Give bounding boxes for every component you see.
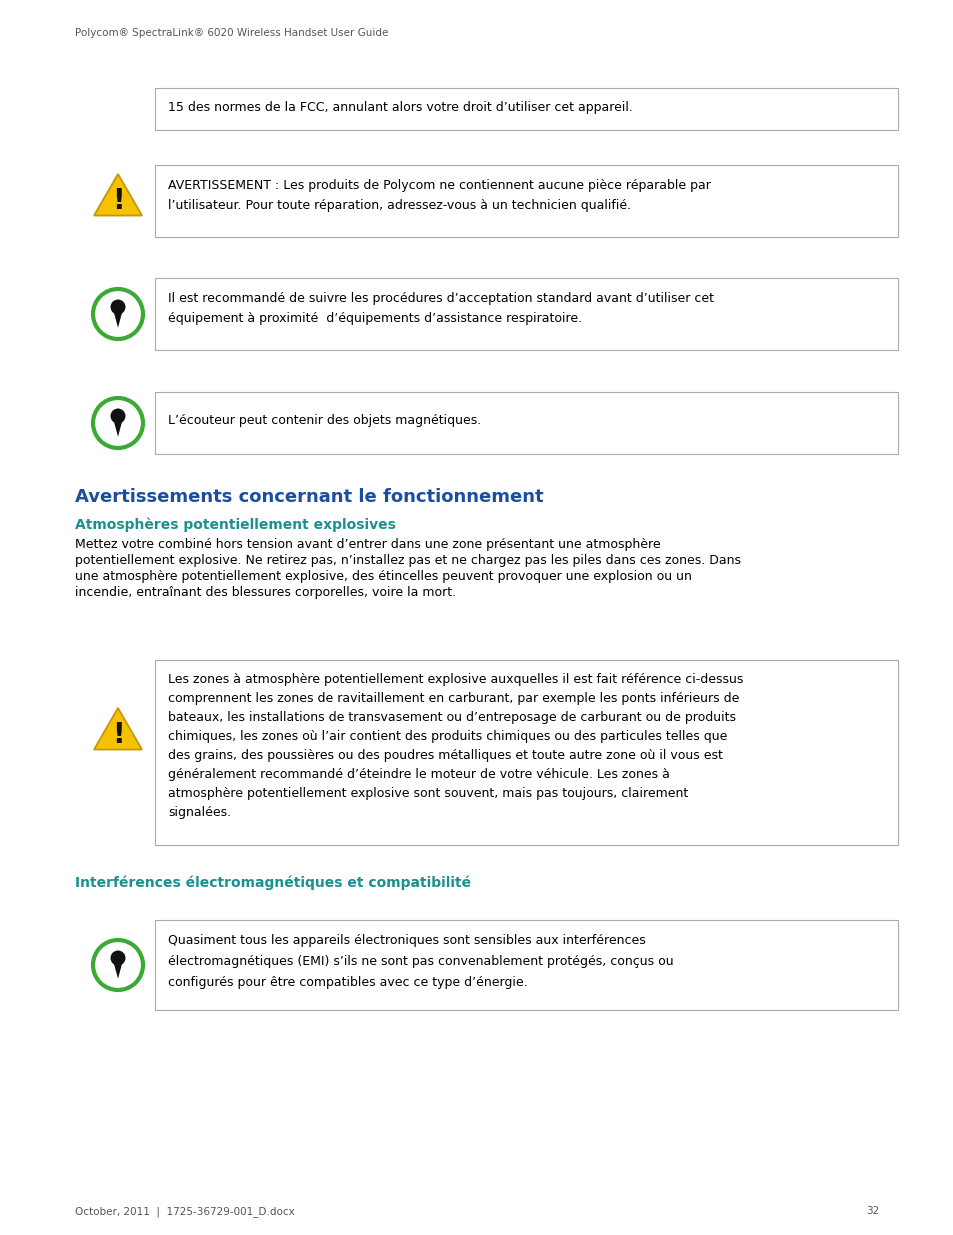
Text: Atmosphères potentiellement explosives: Atmosphères potentiellement explosives [75, 517, 395, 532]
Text: Il est recommandé de suivre les procédures d’acceptation standard avant d’utilis: Il est recommandé de suivre les procédur… [168, 291, 713, 305]
Text: électromagnétiques (EMI) s’ils ne sont pas convenablement protégés, conçus ou: électromagnétiques (EMI) s’ils ne sont p… [168, 955, 673, 968]
Circle shape [92, 398, 143, 448]
Text: équipement à proximité  d’équipements d’assistance respiratoire.: équipement à proximité d’équipements d’a… [168, 312, 581, 325]
Text: Quasiment tous les appareils électroniques sont sensibles aux interférences: Quasiment tous les appareils électroniqu… [168, 934, 645, 947]
Text: Mettez votre combiné hors tension avant d’entrer dans une zone présentant une at: Mettez votre combiné hors tension avant … [75, 538, 659, 551]
Text: !: ! [112, 188, 124, 215]
Circle shape [92, 289, 143, 338]
FancyBboxPatch shape [154, 278, 897, 350]
Text: bateaux, les installations de transvasement ou d’entreposage de carburant ou de : bateaux, les installations de transvasem… [168, 711, 735, 724]
Circle shape [111, 951, 126, 966]
Text: configurés pour être compatibles avec ce type d’énergie.: configurés pour être compatibles avec ce… [168, 976, 527, 989]
Polygon shape [113, 311, 122, 327]
Text: généralement recommandé d’éteindre le moteur de votre véhicule. Les zones à: généralement recommandé d’éteindre le mo… [168, 768, 669, 781]
Polygon shape [94, 174, 142, 216]
Text: une atmosphère potentiellement explosive, des étincelles peuvent provoquer une e: une atmosphère potentiellement explosive… [75, 571, 691, 583]
Text: 32: 32 [864, 1207, 878, 1216]
Text: comprennent les zones de ravitaillement en carburant, par exemple les ponts infé: comprennent les zones de ravitaillement … [168, 692, 739, 705]
Text: Les zones à atmosphère potentiellement explosive auxquelles il est fait référenc: Les zones à atmosphère potentiellement e… [168, 673, 742, 685]
Circle shape [111, 300, 126, 315]
Text: incendie, entraînant des blessures corporelles, voire la mort.: incendie, entraînant des blessures corpo… [75, 585, 456, 599]
Circle shape [92, 940, 143, 990]
Text: Avertissements concernant le fonctionnement: Avertissements concernant le fonctionnem… [75, 488, 543, 506]
Polygon shape [94, 708, 142, 750]
FancyBboxPatch shape [154, 659, 897, 845]
Text: signalées.: signalées. [168, 806, 231, 819]
Text: L’écouteur peut contenir des objets magnétiques.: L’écouteur peut contenir des objets magn… [168, 414, 480, 427]
FancyBboxPatch shape [154, 391, 897, 454]
Polygon shape [113, 962, 122, 979]
Text: Interférences électromagnétiques et compatibilité: Interférences électromagnétiques et comp… [75, 876, 471, 890]
Text: potentiellement explosive. Ne retirez pas, n’installez pas et ne chargez pas les: potentiellement explosive. Ne retirez pa… [75, 555, 740, 567]
Text: des grains, des poussières ou des poudres métalliques et toute autre zone où il : des grains, des poussières ou des poudre… [168, 748, 722, 762]
FancyBboxPatch shape [154, 165, 897, 237]
Text: chimiques, les zones où l’air contient des produits chimiques ou des particules : chimiques, les zones où l’air contient d… [168, 730, 726, 743]
Polygon shape [113, 420, 122, 437]
Text: 15 des normes de la FCC, annulant alors votre droit d’utiliser cet appareil.: 15 des normes de la FCC, annulant alors … [168, 101, 632, 114]
FancyBboxPatch shape [154, 920, 897, 1010]
Text: AVERTISSEMENT : Les produits de Polycom ne contiennent aucune pièce réparable pa: AVERTISSEMENT : Les produits de Polycom … [168, 179, 710, 191]
Text: Polycom® SpectraLink® 6020 Wireless Handset User Guide: Polycom® SpectraLink® 6020 Wireless Hand… [75, 28, 388, 38]
Text: atmosphère potentiellement explosive sont souvent, mais pas toujours, clairement: atmosphère potentiellement explosive son… [168, 787, 687, 800]
FancyBboxPatch shape [154, 88, 897, 130]
Text: !: ! [112, 721, 124, 750]
Circle shape [111, 409, 126, 424]
Text: October, 2011  |  1725-36729-001_D.docx: October, 2011 | 1725-36729-001_D.docx [75, 1207, 294, 1216]
Text: l’utilisateur. Pour toute réparation, adressez-vous à un technicien qualifié.: l’utilisateur. Pour toute réparation, ad… [168, 199, 631, 212]
